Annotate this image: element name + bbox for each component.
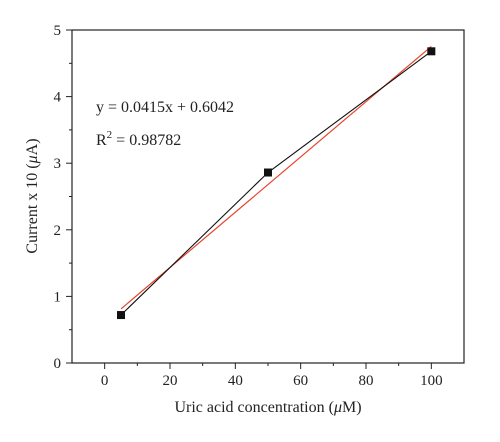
x-tick-label: 60 — [293, 373, 308, 389]
x-tick-label: 0 — [101, 373, 109, 389]
y-tick-label: 5 — [54, 23, 62, 39]
r-squared-prefix: R — [96, 132, 107, 149]
r-squared-exponent: 2 — [107, 129, 113, 141]
x-axis-label-prefix: Uric acid concentration ( — [174, 399, 333, 416]
data-line — [120, 50, 432, 316]
r-squared-annotation: R2 = 0.98782 — [96, 129, 181, 149]
x-axis-label-rest: M) — [342, 399, 362, 416]
y-axis-label: Current x 10 (μA) — [24, 138, 41, 253]
data-point-marker — [117, 311, 125, 320]
y-tick-label: 1 — [54, 289, 62, 305]
data-point-marker — [264, 168, 272, 177]
plot-frame — [71, 29, 465, 364]
y-tick-label: 2 — [54, 223, 62, 239]
x-tick-label: 100 — [420, 373, 443, 389]
axis-ticks — [66, 29, 432, 369]
y-axis-label-prefix: Current x 10 ( — [24, 163, 41, 253]
x-axis-label-mu: μ — [333, 399, 342, 416]
x-tick-label: 40 — [228, 373, 243, 389]
y-tick-label: 3 — [54, 156, 62, 172]
data-point-marker — [427, 47, 436, 56]
data-layer — [117, 47, 436, 320]
fit-equation: y = 0.0415x + 0.6042 — [96, 99, 234, 116]
x-axis-label: Uric acid concentration (μM) — [174, 399, 361, 416]
r-squared-value: = 0.98782 — [112, 132, 181, 149]
y-tick-label: 0 — [54, 356, 62, 372]
y-axis-label-mu: μ — [24, 155, 41, 164]
y-tick-label: 4 — [54, 90, 62, 106]
tick-labels: 0 20 40 60 80 100 0 1 2 3 4 5 — [54, 23, 443, 389]
x-tick-label: 20 — [163, 373, 178, 389]
y-axis-label-rest: A) — [24, 138, 41, 155]
x-tick-label: 80 — [359, 373, 374, 389]
